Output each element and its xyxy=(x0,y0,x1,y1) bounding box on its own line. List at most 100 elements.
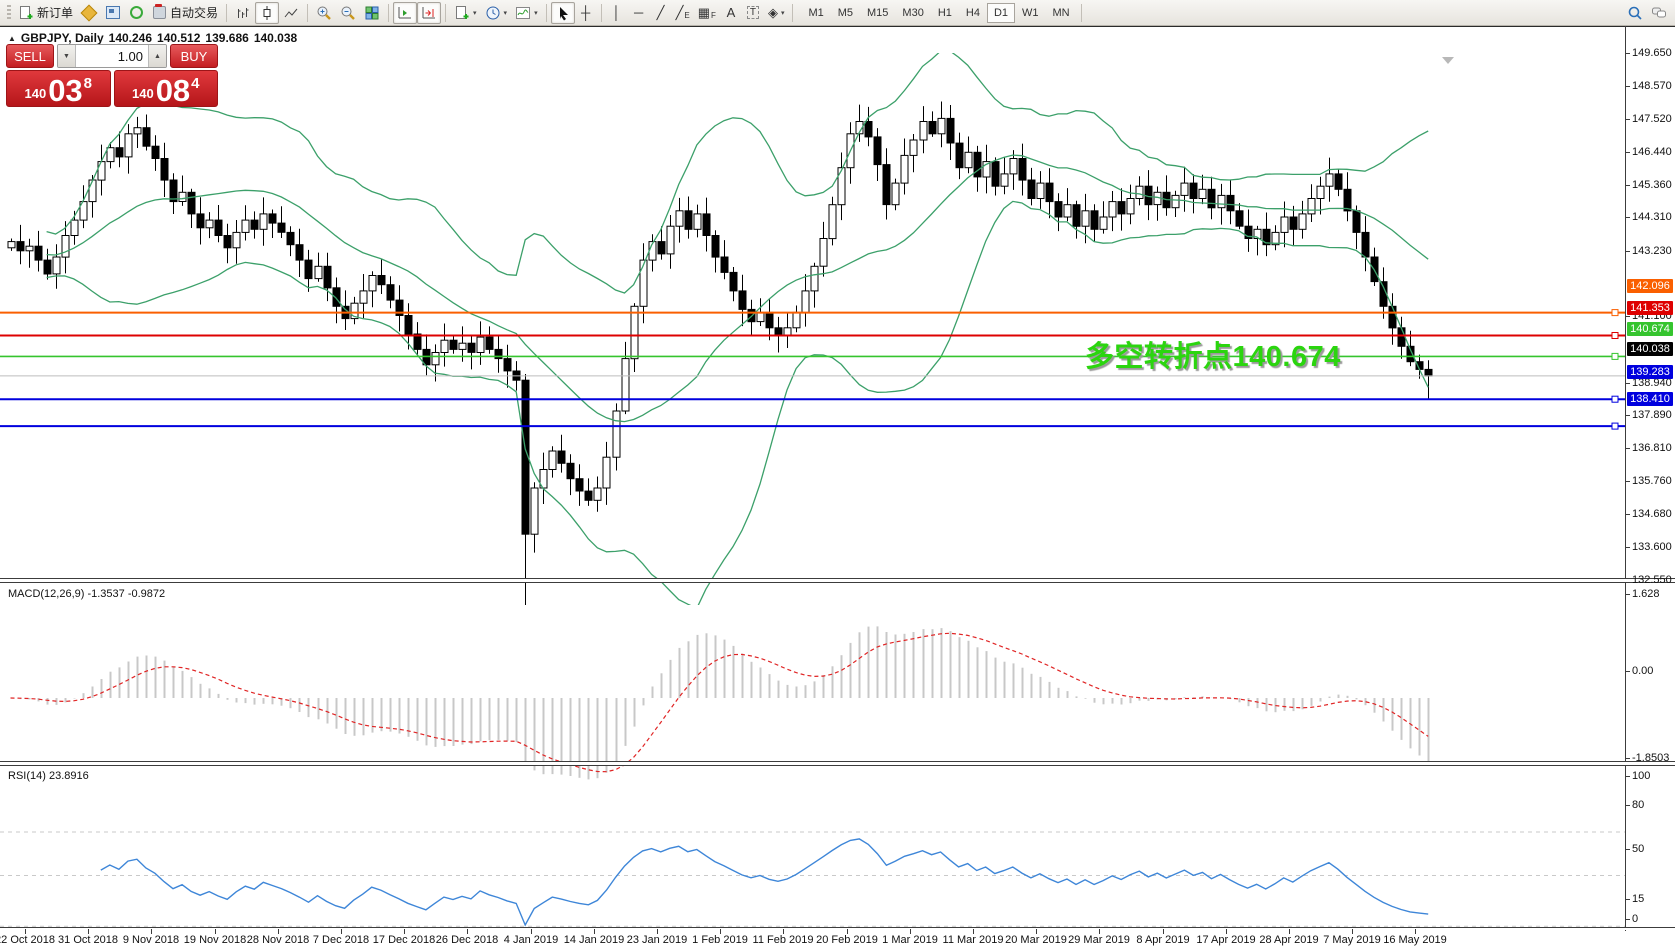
volume-decrease-button[interactable]: ▼ xyxy=(58,45,76,67)
indicators-icon xyxy=(516,6,531,19)
auto-scroll-button[interactable] xyxy=(417,1,442,24)
macd-panel[interactable] xyxy=(0,610,1675,788)
candlestick-chart-button[interactable] xyxy=(255,1,280,24)
new-order-icon xyxy=(20,5,33,19)
rsi-line xyxy=(100,838,1429,927)
timeframe-h4[interactable]: H4 xyxy=(965,6,980,19)
ohlc-close: 140.038 xyxy=(253,31,298,45)
bar-chart-button[interactable] xyxy=(231,2,255,24)
buy-price-button[interactable]: 140 08 4 xyxy=(113,70,218,107)
rsi-panel[interactable] xyxy=(0,793,1675,950)
crosshair-button[interactable]: ┼ xyxy=(575,2,597,24)
timeframe-m1[interactable]: M1 xyxy=(808,6,824,19)
macd-histogram xyxy=(19,626,1430,780)
buy-button[interactable]: BUY xyxy=(170,44,218,68)
timeframe-m30[interactable]: M30 xyxy=(902,6,924,19)
macd-label: MACD(12,26,9) -1.3537 -0.9872 xyxy=(8,588,166,600)
panel-separator[interactable] xyxy=(0,761,1675,766)
x-axis-label: 8 Apr 2019 xyxy=(1136,934,1190,946)
rsi-axis-tick: 50 xyxy=(1632,843,1645,855)
grid-button[interactable]: ▦ F xyxy=(697,5,716,20)
volume-input[interactable]: 1.00 xyxy=(117,48,143,64)
x-axis-label: 11 Mar 2019 xyxy=(942,934,1004,946)
price-level-lines[interactable] xyxy=(0,309,1625,430)
macd-axis-tick: -1.8503 xyxy=(1632,752,1670,764)
shapes-button[interactable]: ◈ ▾ xyxy=(764,2,789,24)
signals-button[interactable] xyxy=(125,2,148,24)
timeframe-h1[interactable]: H1 xyxy=(937,6,952,19)
autotrading-label: 自动交易 xyxy=(170,6,219,20)
chart-window-button[interactable] xyxy=(101,2,125,24)
price-level-label[interactable]: 142.096 xyxy=(1627,279,1673,293)
zoom-in-button[interactable] xyxy=(312,2,336,24)
dropdown-caret-icon: ▾ xyxy=(780,9,785,17)
x-axis-label: 28 Nov 2018 xyxy=(246,934,310,946)
bar-chart-icon xyxy=(238,7,249,18)
autotrading-button[interactable]: 自动交易 xyxy=(148,2,222,24)
tile-windows-button[interactable] xyxy=(360,2,384,24)
panel-separator[interactable] xyxy=(0,578,1675,583)
x-axis-label: 4 Jan 2019 xyxy=(503,934,559,946)
timeframe-w1[interactable]: W1 xyxy=(1022,6,1039,19)
line-chart-icon xyxy=(284,8,298,17)
zoom-out-icon xyxy=(341,6,355,20)
label-button[interactable]: T xyxy=(742,2,764,24)
trendline-button[interactable]: ╱ xyxy=(650,2,672,24)
zoom-out-button[interactable] xyxy=(336,2,360,24)
x-axis-label: 7 May 2019 xyxy=(1323,934,1381,946)
editor-button[interactable] xyxy=(77,2,101,24)
price-level-label[interactable]: 139.283 xyxy=(1627,365,1673,379)
x-axis-label: 17 Apr 2019 xyxy=(1196,934,1256,946)
new-order-button[interactable]: 新订单 xyxy=(14,2,77,24)
sell-price-button[interactable]: 140 03 8 xyxy=(6,70,111,107)
sell-button[interactable]: SELL xyxy=(6,44,54,68)
buy-price-prefix: 140 xyxy=(131,86,154,101)
current-price-label: 140.038 xyxy=(1627,342,1673,356)
search-icon xyxy=(1628,6,1642,20)
timeframe-m5[interactable]: M5 xyxy=(837,6,854,19)
profiles-button[interactable]: ▾ xyxy=(481,2,512,24)
new-chart-button[interactable]: ▾ xyxy=(450,2,481,24)
indicators-button[interactable]: ▾ xyxy=(511,2,542,24)
text-button[interactable]: A xyxy=(720,2,742,24)
chart-window[interactable] xyxy=(0,26,1675,950)
x-axis-label: 28 Apr 2019 xyxy=(1259,934,1319,946)
price-chart-panel[interactable] xyxy=(0,53,1675,605)
price-level-label[interactable]: 141.353 xyxy=(1627,301,1673,315)
trendline-icon: ╱ xyxy=(656,5,665,20)
volume-stepper: ▼ 1.00 ▲ xyxy=(57,44,167,68)
y-axis-tick: 135.760 xyxy=(1632,475,1672,487)
price-level-label[interactable]: 140.674 xyxy=(1627,322,1673,336)
cursor-button[interactable] xyxy=(550,1,575,24)
candlestick-series xyxy=(7,101,1433,605)
x-axis-label: 17 Dec 2018 xyxy=(372,934,436,946)
ohlc-low: 139.686 xyxy=(205,31,249,45)
collapse-panel-icon[interactable]: ▲ xyxy=(8,33,16,43)
price-level-label[interactable]: 138.410 xyxy=(1627,392,1673,406)
chart-shift-marker-icon[interactable] xyxy=(1442,57,1454,64)
fibonacci-button[interactable]: ╱ E xyxy=(675,5,690,20)
label-icon: T xyxy=(746,6,759,19)
x-axis-label: 16 May 2019 xyxy=(1383,934,1447,946)
volume-increase-button[interactable]: ▲ xyxy=(148,45,166,67)
crosshair-icon: ┼ xyxy=(580,5,591,20)
timeframe-mn[interactable]: MN xyxy=(1052,6,1070,19)
search-button[interactable] xyxy=(1623,2,1647,24)
timeframe-d1[interactable]: D1 xyxy=(986,2,1016,23)
tile-windows-icon xyxy=(365,6,379,19)
line-chart-button[interactable] xyxy=(279,2,303,24)
vertical-line-button[interactable]: │ xyxy=(606,2,628,24)
community-button[interactable] xyxy=(1647,2,1671,24)
x-axis-label: 23 Jan 2019 xyxy=(626,934,688,946)
autotrading-icon xyxy=(153,4,167,19)
x-axis-label: 29 Mar 2019 xyxy=(1068,934,1130,946)
y-axis-tick: 143.230 xyxy=(1632,245,1672,257)
timeframe-m15[interactable]: M15 xyxy=(867,6,889,19)
chart-shift-button[interactable] xyxy=(393,1,418,24)
y-axis-tick: 148.570 xyxy=(1632,80,1672,92)
horizontal-line-button[interactable]: ─ xyxy=(628,2,650,24)
auto-scroll-icon xyxy=(422,6,436,18)
x-axis-label: 11 Feb 2019 xyxy=(752,934,814,946)
horizontal-line-icon: ─ xyxy=(633,5,644,20)
